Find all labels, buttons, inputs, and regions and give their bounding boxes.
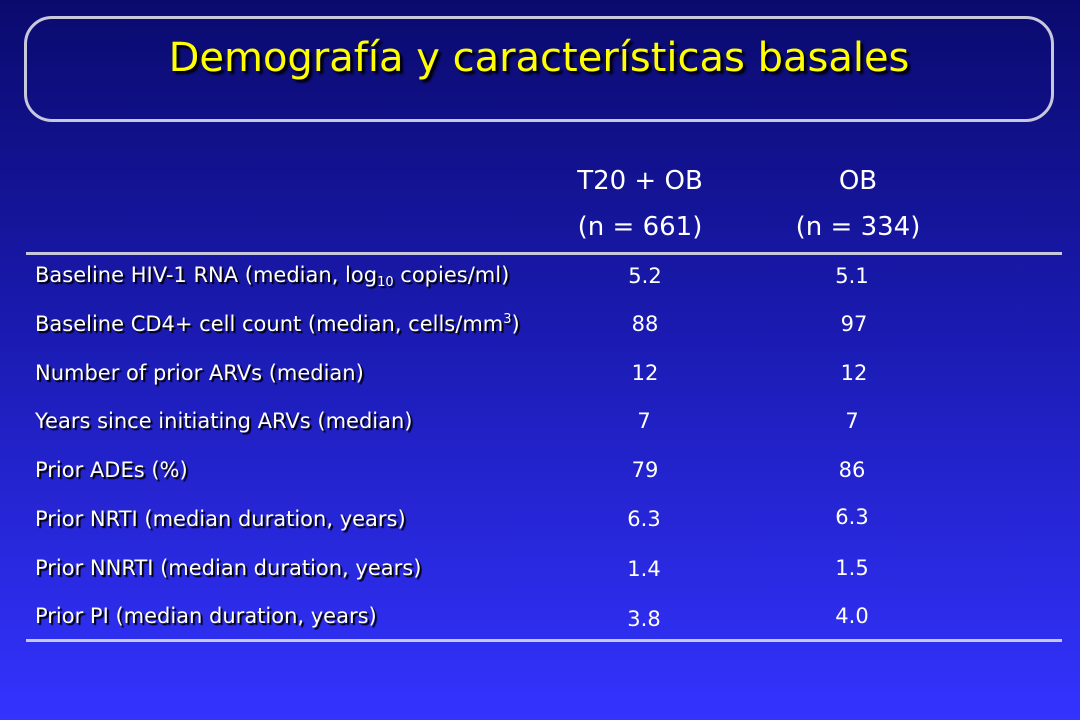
value-ob-prior-arvs: 12 bbox=[840, 361, 868, 385]
row-label-prior-nrti: Prior NRTI (median duration, years) bbox=[35, 507, 406, 531]
value-ob-cd4: 97 bbox=[840, 312, 868, 336]
row-label-hiv-rna: Baseline HIV-1 RNA (median, log10 copies… bbox=[35, 263, 510, 290]
row-label-years-arvs: Years since initiating ARVs (median) bbox=[35, 409, 413, 433]
title-frame: Demografía y características basales bbox=[24, 16, 1054, 122]
value-t20-prior-pi: 3.8 bbox=[627, 607, 661, 631]
column-header-t20-ob: T20 + OB bbox=[577, 166, 703, 196]
row-label-cd4: Baseline CD4+ cell count (median, cells/… bbox=[35, 312, 520, 336]
value-t20-hiv-rna: 5.2 bbox=[628, 264, 662, 288]
row-label-prior-ades: Prior ADEs (%) bbox=[35, 458, 188, 482]
column-n-ob: (n = 334) bbox=[795, 212, 921, 242]
value-ob-prior-ades: 86 bbox=[838, 458, 866, 482]
table-bottom-rule bbox=[26, 639, 1062, 642]
value-t20-prior-ades: 79 bbox=[631, 458, 659, 482]
row-label-prior-arvs: Number of prior ARVs (median) bbox=[35, 361, 364, 385]
value-t20-prior-arvs: 12 bbox=[631, 361, 659, 385]
value-t20-prior-nrti: 6.3 bbox=[627, 507, 661, 531]
value-ob-years-arvs: 7 bbox=[845, 409, 859, 433]
value-ob-hiv-rna: 5.1 bbox=[835, 264, 869, 288]
value-t20-years-arvs: 7 bbox=[637, 409, 651, 433]
value-t20-cd4: 88 bbox=[631, 312, 659, 336]
column-header-ob: OB bbox=[838, 166, 878, 196]
column-n-t20-ob: (n = 661) bbox=[577, 212, 703, 242]
value-ob-prior-nrti: 6.3 bbox=[835, 505, 869, 529]
row-label-prior-nnrti: Prior NNRTI (median duration, years) bbox=[35, 556, 422, 580]
row-label-prior-pi: Prior PI (median duration, years) bbox=[35, 604, 377, 628]
value-t20-prior-nnrti: 1.4 bbox=[627, 557, 661, 581]
table-top-rule bbox=[26, 252, 1062, 255]
slide-title: Demografía y características basales bbox=[168, 35, 910, 81]
value-ob-prior-pi: 4.0 bbox=[835, 604, 869, 628]
value-ob-prior-nnrti: 1.5 bbox=[835, 556, 869, 580]
